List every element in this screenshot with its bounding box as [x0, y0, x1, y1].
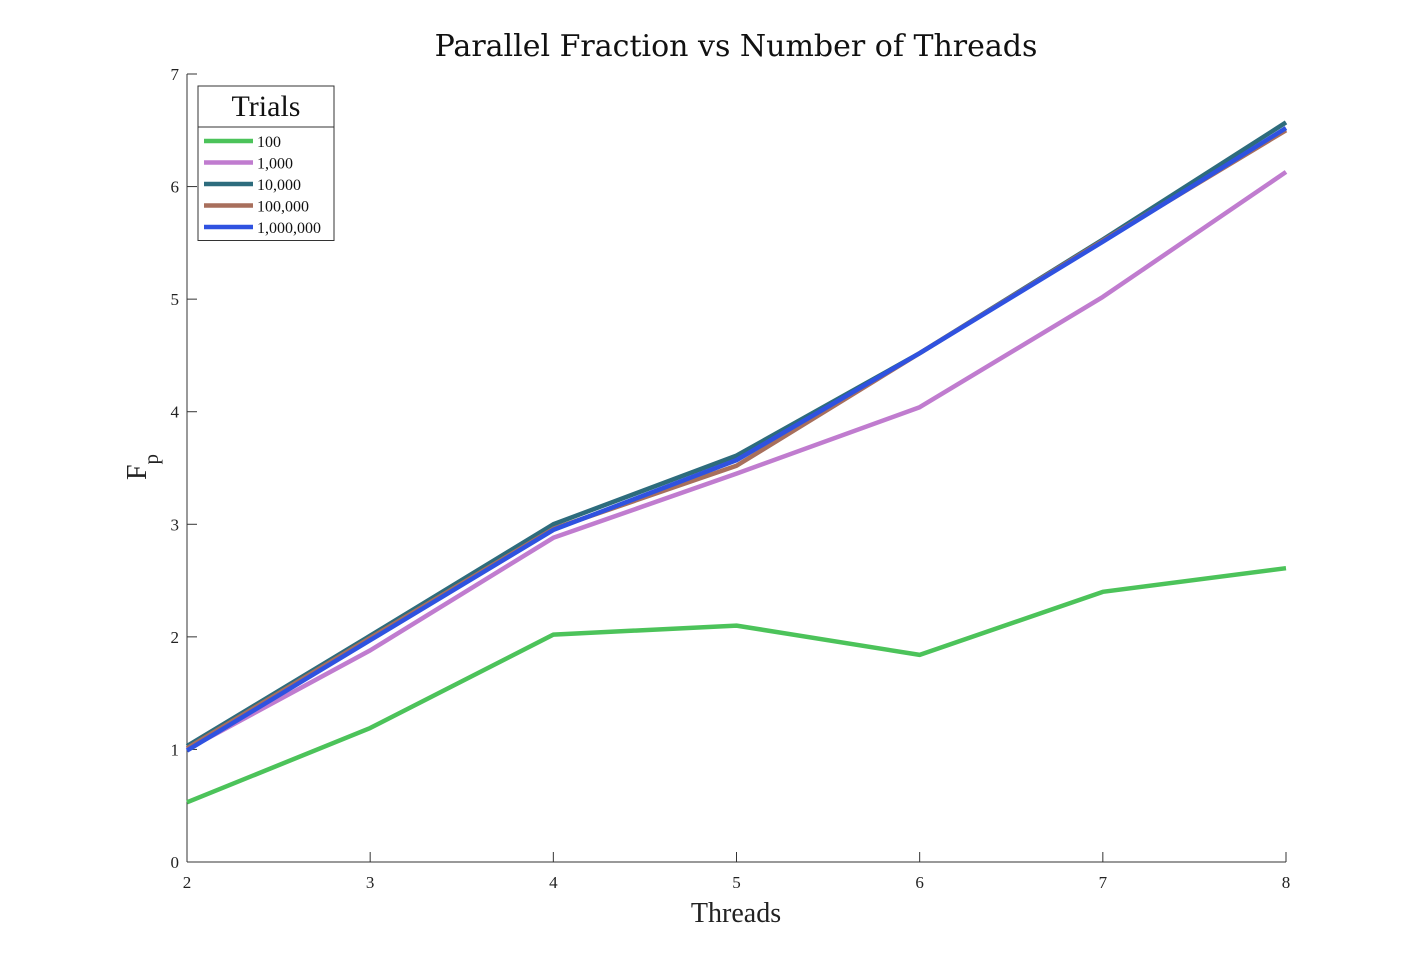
y-axis-label: Fp: [122, 454, 163, 480]
x-tick-label: 6: [915, 873, 924, 892]
series-line-4: [185, 126, 1288, 753]
x-axis-label: Threads: [691, 898, 781, 929]
legend-title: Trials: [232, 90, 301, 123]
y-tick-label: 7: [171, 65, 180, 84]
x-tick-label: 4: [549, 873, 558, 892]
x-tick-label: 8: [1282, 873, 1291, 892]
legend: Trials 100 1,000 10,000 100,000 1,000,000: [197, 85, 335, 241]
axes: 0 1 2 3 4 5 6 7 2 3 4 5 6 7 8: [171, 65, 1291, 892]
legend-label-0: 100: [257, 134, 281, 151]
chart-title: Parallel Fraction vs Number of Threads: [435, 29, 1038, 64]
y-axis-label-group: Fp: [122, 454, 163, 480]
series-line-0: [186, 565, 1287, 805]
y-tick-label: 0: [171, 853, 180, 872]
x-tick-label: 5: [732, 873, 741, 892]
legend-label-4: 1,000,000: [257, 220, 321, 237]
x-tick-label: 2: [183, 873, 192, 892]
legend-label-3: 100,000: [257, 199, 309, 216]
y-tick-label: 3: [171, 515, 180, 534]
series-line-3: [185, 128, 1288, 751]
y-tick-label: 4: [171, 403, 180, 422]
x-tick-label: 7: [1099, 873, 1108, 892]
y-tick-label: 1: [171, 740, 180, 759]
y-axis-label-subscript: p: [139, 454, 163, 465]
legend-label-1: 1,000: [257, 156, 293, 173]
y-tick-label: 6: [171, 178, 180, 197]
y-tick-label: 2: [171, 628, 180, 647]
x-tick-label: 3: [366, 873, 375, 892]
y-tick-label: 5: [171, 290, 180, 309]
series-layer: [185, 120, 1288, 805]
series-line-1: [185, 170, 1288, 752]
legend-label-2: 10,000: [257, 177, 301, 194]
y-axis-label-main: F: [122, 464, 153, 480]
